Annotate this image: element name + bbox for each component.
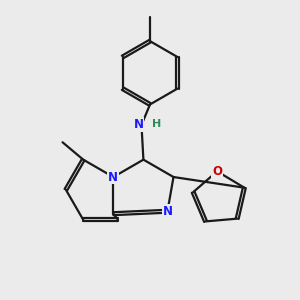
- Text: H: H: [152, 119, 161, 129]
- Text: N: N: [163, 205, 172, 218]
- Text: N: N: [108, 170, 118, 184]
- Text: N: N: [134, 118, 143, 131]
- Text: O: O: [212, 165, 222, 178]
